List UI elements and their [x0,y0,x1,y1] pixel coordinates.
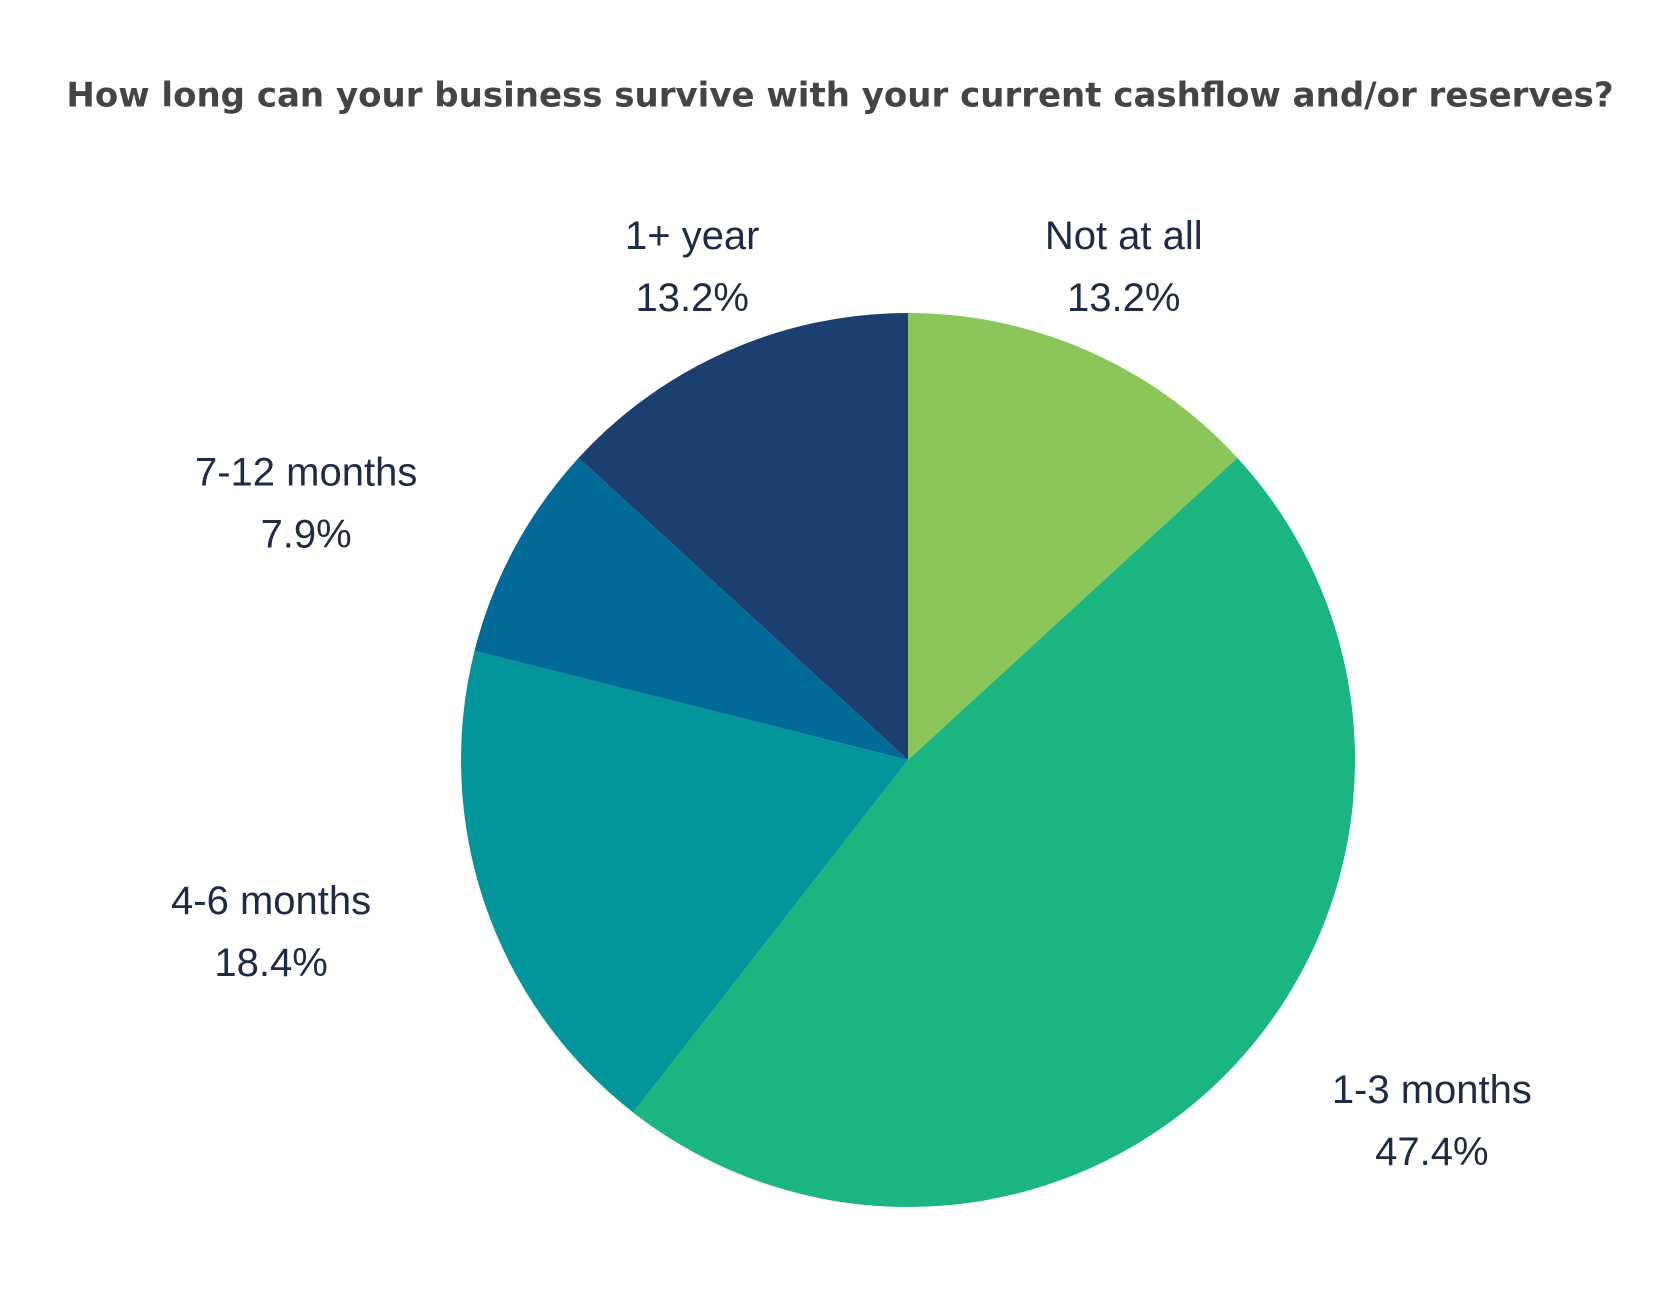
slice-value-label: 13.2% [1067,276,1180,320]
pie-slice [474,457,908,760]
slice-label: 1+ year [625,214,760,258]
slice-value-label: 13.2% [636,276,749,320]
slice-label: 4-6 months [171,879,371,923]
pie-slice [460,650,908,1113]
slice-value-label: 7.9% [261,512,352,556]
slice-label: 7-12 months [195,450,417,494]
slice-value-label: 18.4% [214,941,327,985]
pie-slice [908,313,1238,760]
slice-label: Not at all [1045,214,1203,258]
pie-slice [578,313,908,760]
pie-slice [633,457,1355,1207]
slice-value-label: 47.4% [1375,1130,1488,1174]
chart-title: How long can your business survive with … [66,76,1613,116]
slice-label: 1-3 months [1332,1068,1532,1112]
